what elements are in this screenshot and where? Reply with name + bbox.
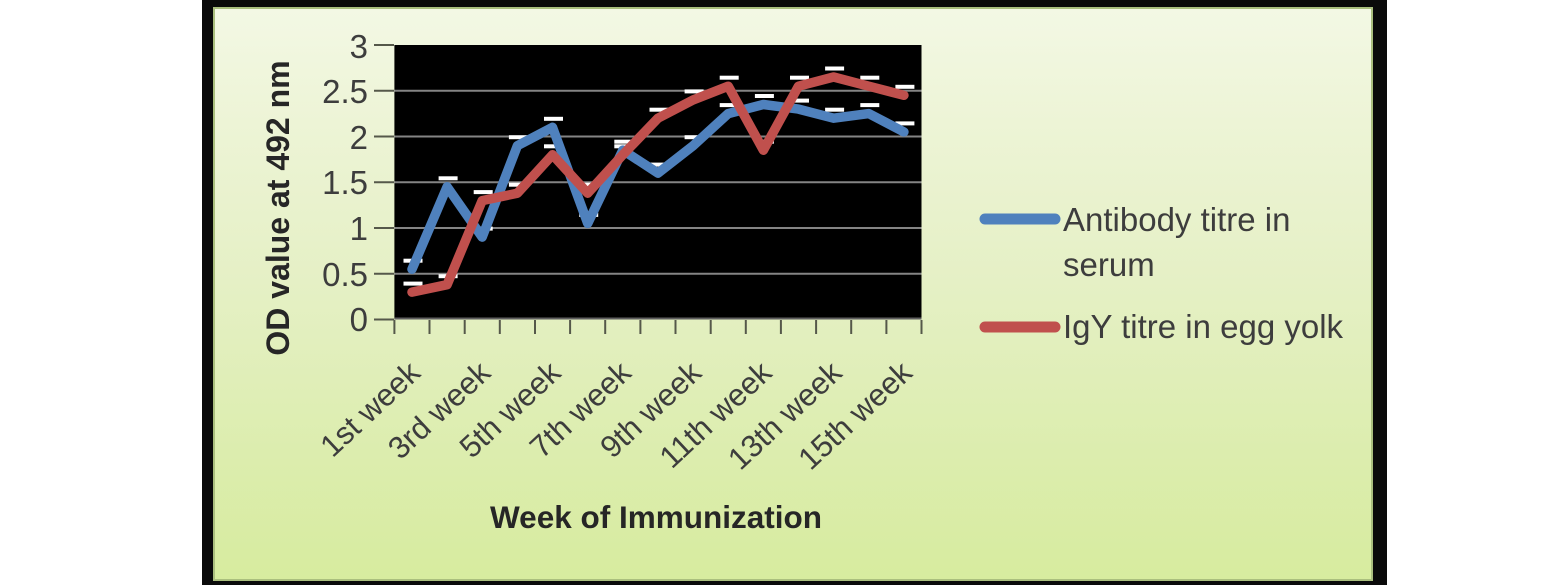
svg-text:2.5: 2.5: [322, 73, 368, 110]
svg-text:3: 3: [350, 28, 368, 65]
svg-text:2: 2: [350, 119, 368, 156]
svg-text:0.5: 0.5: [322, 256, 368, 293]
svg-text:IgY titre in egg yolk: IgY titre in egg yolk: [1063, 308, 1344, 345]
svg-text:serum: serum: [1063, 246, 1155, 283]
svg-text:Week of Immunization: Week of Immunization: [490, 499, 822, 535]
svg-text:1: 1: [350, 210, 368, 247]
svg-text:1.5: 1.5: [322, 164, 368, 201]
svg-text:0: 0: [350, 301, 368, 338]
svg-text:Antibody titre in: Antibody titre in: [1063, 201, 1290, 238]
svg-text:OD value at 492 nm: OD value at 492 nm: [260, 60, 296, 355]
